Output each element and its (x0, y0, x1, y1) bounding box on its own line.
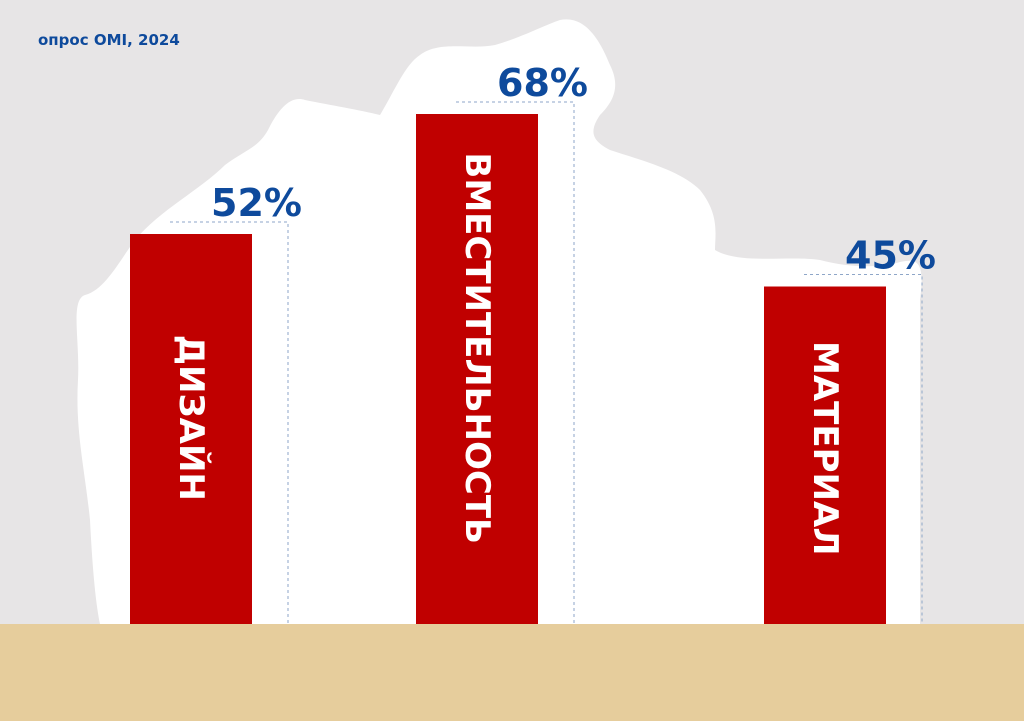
category-label: МАТЕРИАЛ (805, 341, 845, 556)
bar (130, 234, 252, 624)
category-label: ДИЗАЙН (171, 335, 212, 501)
bar-guide-line (170, 221, 289, 624)
value-label: 68% (497, 61, 588, 105)
bar-guide-line (804, 274, 923, 624)
value-label: 52% (211, 181, 302, 225)
category-label: ВМЕСТИТЕЛЬНОСТЬ (457, 152, 497, 544)
floor-band (0, 624, 1024, 721)
value-label: 45% (845, 234, 936, 278)
bar (416, 114, 538, 624)
bar (764, 286, 886, 624)
source-label: опрос OMI, 2024 (38, 31, 180, 49)
